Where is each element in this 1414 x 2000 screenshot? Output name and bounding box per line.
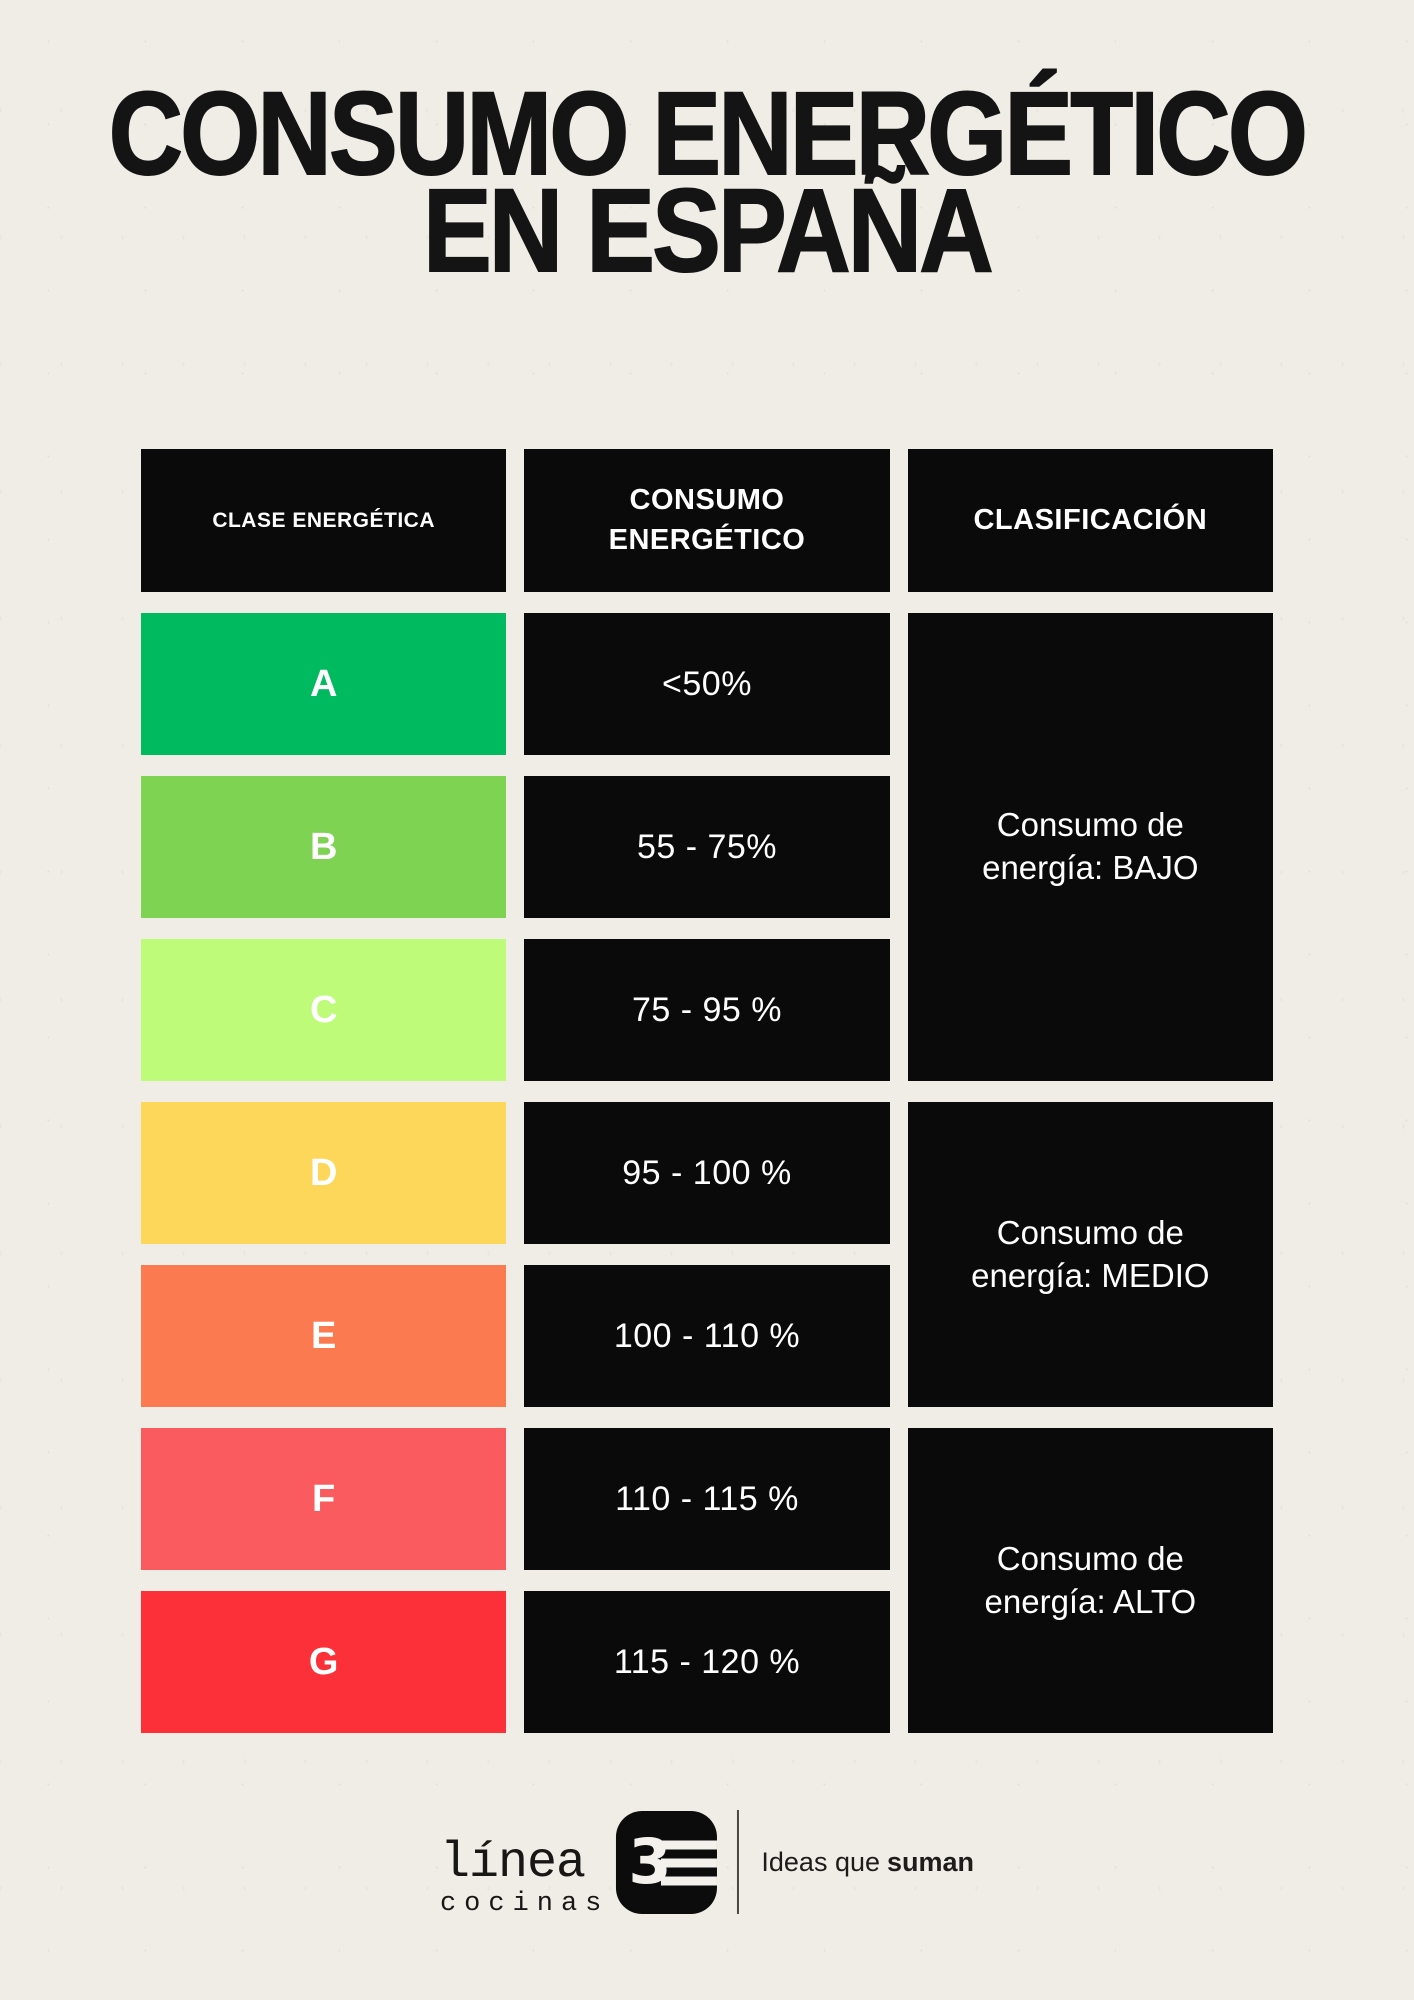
range-cell-c: 75 - 95 % bbox=[524, 939, 890, 1081]
range-cell-d: 95 - 100 % bbox=[524, 1102, 890, 1244]
brand-mark-icon: 3 bbox=[616, 1811, 718, 1914]
energy-table: CLASE ENERGÉTICA CONSUMO ENERGÉTICO CLAS… bbox=[141, 449, 1273, 1733]
range-cell-g: 115 - 120 % bbox=[524, 1591, 890, 1733]
classification-cell-bajo: Consumo de energía: BAJO bbox=[907, 613, 1273, 1081]
brand-name: línea bbox=[439, 1835, 586, 1892]
class-cell-d: D bbox=[141, 1102, 507, 1244]
brand-wordmark: línea cocinas bbox=[440, 1839, 609, 1918]
header-clase-energetica: CLASE ENERGÉTICA bbox=[141, 449, 507, 592]
header-clasificacion: CLASIFICACIÓN bbox=[907, 449, 1273, 592]
class-cell-f: F bbox=[141, 1428, 507, 1570]
range-cell-e: 100 - 110 % bbox=[524, 1265, 890, 1407]
class-cell-e: E bbox=[141, 1265, 507, 1407]
page-title: CONSUMO ENERGÉTICO EN ESPAÑA bbox=[92, 68, 1322, 297]
three-bars-icon bbox=[661, 1840, 718, 1885]
tagline-regular: Ideas que bbox=[761, 1846, 880, 1877]
range-cell-a: <50% bbox=[524, 613, 890, 755]
brand-subtitle: cocinas bbox=[439, 1889, 610, 1919]
page-title-line-1: CONSUMO ENERGÉTICO bbox=[108, 68, 1309, 200]
class-cell-a: A bbox=[141, 613, 507, 755]
class-cell-b: B bbox=[141, 776, 507, 918]
brand-logo: línea cocinas 3 Ideas que suman bbox=[440, 1810, 974, 1918]
range-cell-f: 110 - 115 % bbox=[524, 1428, 890, 1570]
tagline-bold: suman bbox=[887, 1846, 975, 1877]
classification-cell-alto: Consumo de energía: ALTO bbox=[907, 1428, 1273, 1733]
brand-tagline: Ideas que suman bbox=[761, 1847, 974, 1878]
range-cell-b: 55 - 75% bbox=[524, 776, 890, 918]
logo-divider bbox=[737, 1810, 740, 1914]
page-title-line-2: EN ESPAÑA bbox=[422, 164, 994, 297]
class-cell-g: G bbox=[141, 1591, 507, 1733]
header-consumo-energetico: CONSUMO ENERGÉTICO bbox=[524, 449, 890, 592]
classification-cell-medio: Consumo de energía: MEDIO bbox=[907, 1102, 1273, 1407]
class-cell-c: C bbox=[141, 939, 507, 1081]
